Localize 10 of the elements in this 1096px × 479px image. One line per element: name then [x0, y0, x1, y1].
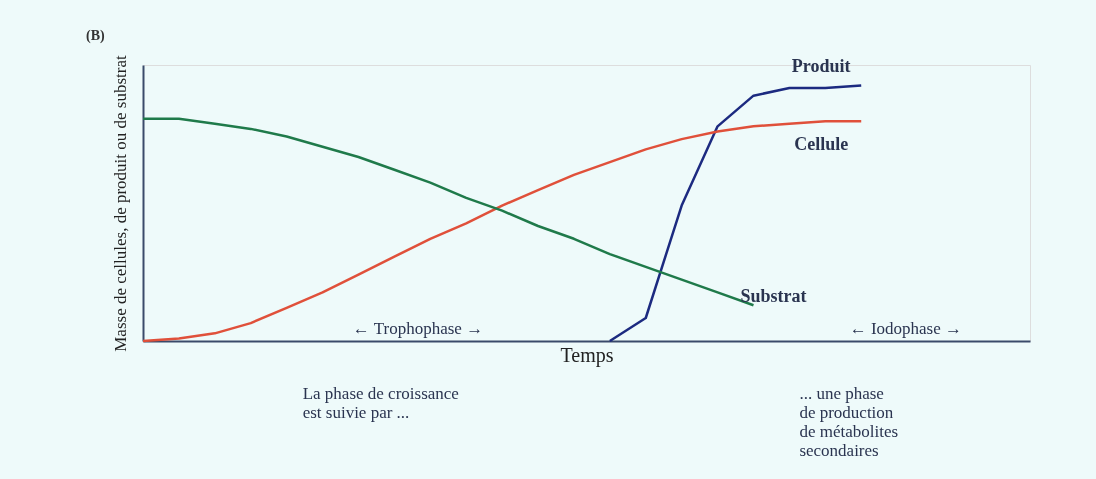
series-label: Substrat	[740, 286, 807, 307]
series-label: Produit	[791, 56, 851, 77]
series-label: Cellule	[794, 134, 849, 155]
text: La phase de croissance est suivie par ...	[302, 384, 459, 422]
annotation: ← Iodophase →	[849, 319, 963, 338]
annotation: ← Trophophase →	[352, 319, 484, 338]
y-axis-title: Masse de cellules, de produit ou de substrat	[110, 54, 130, 352]
text: ... une phase de production de métabolites secondaires	[799, 384, 899, 460]
x-axis-title: Temps	[560, 343, 614, 367]
chart-title: (B)	[86, 27, 105, 44]
